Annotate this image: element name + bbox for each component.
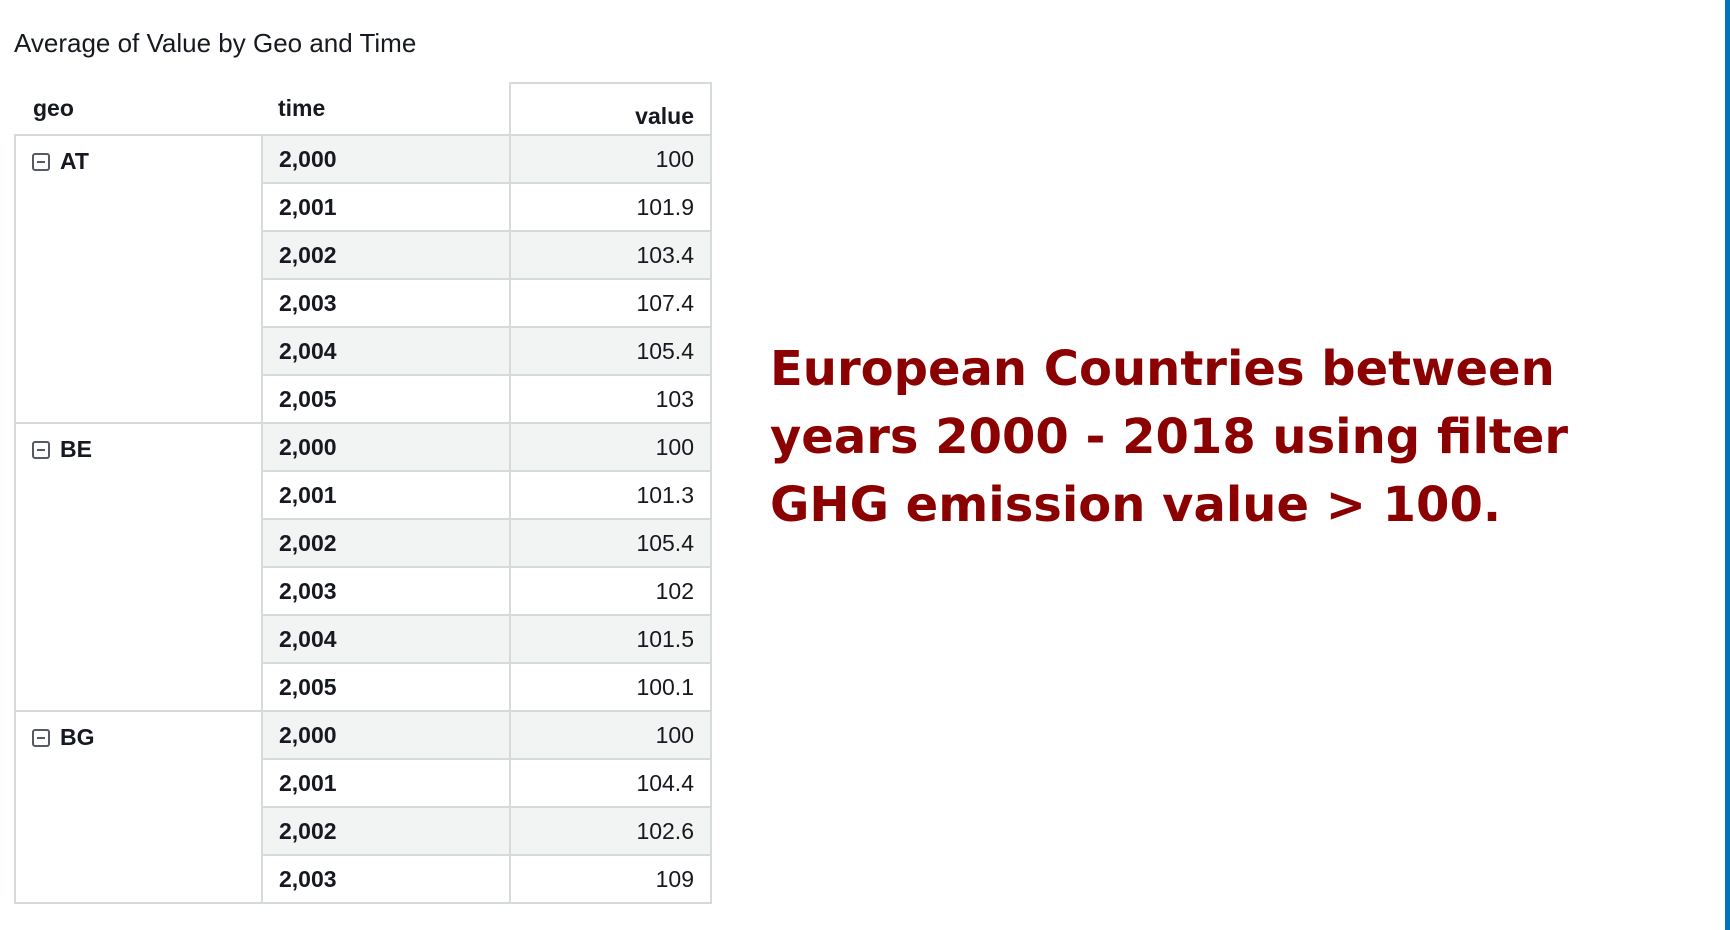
geo-group-cell: AT: [14, 134, 263, 424]
time-cell: 2,002: [261, 806, 511, 856]
table-row: BG 2,000 100: [14, 710, 712, 904]
column-header-geo[interactable]: geo: [15, 83, 262, 136]
time-cell: 2,000: [261, 134, 511, 184]
time-cell: 2,003: [261, 566, 511, 616]
collapse-minus-icon[interactable]: [32, 440, 50, 459]
time-cell: 2,005: [261, 662, 511, 712]
value-cell: 102: [509, 566, 712, 616]
value-cell: 100.1: [509, 662, 712, 712]
table-row: 2,002 105.4: [15, 518, 712, 568]
value-cell: 101.9: [509, 182, 712, 232]
value-cell: 102.6: [509, 806, 712, 856]
annotation-text: European Countries between years 2000 - …: [770, 341, 1569, 533]
value-cell: 100: [509, 134, 712, 184]
time-cell: 2,002: [261, 518, 511, 568]
value-cell: 109: [509, 854, 712, 904]
scrollbar[interactable]: [1725, 0, 1730, 930]
time-cell: 2,004: [261, 326, 511, 376]
column-header-time[interactable]: time: [262, 83, 510, 136]
table-row: 2,003 109: [15, 854, 712, 904]
geo-group-header: BG: [32, 724, 245, 751]
table-row: 2,005 103: [15, 374, 712, 424]
geo-label: BE: [60, 436, 92, 462]
geo-group-header: BE: [32, 436, 245, 463]
pivot-body: AT 2,000 100 2,001 101.9 2,002 103.4 2,003 107.4…: [14, 134, 712, 904]
pivot-table-container[interactable]: geo time value AT 2,000 100 2,001 101.9 2,002…: [14, 82, 712, 915]
time-cell: 2,004: [261, 614, 511, 664]
table-row: 2,003 107.4: [15, 278, 712, 328]
table-row: 2,001 101.9: [15, 182, 712, 232]
geo-group-header: AT: [32, 148, 245, 175]
geo-group-cell: BG: [14, 710, 263, 904]
time-cell: 2,003: [261, 278, 511, 328]
time-cell: 2,000: [261, 422, 511, 472]
geo-label: BG: [60, 724, 95, 750]
value-cell: 101.5: [509, 614, 712, 664]
value-cell: 105.4: [509, 518, 712, 568]
value-cell: 105.4: [509, 326, 712, 376]
time-cell: 2,001: [261, 182, 511, 232]
pivot-table: geo time value AT 2,000 100 2,001 101.9 2,002…: [14, 82, 712, 904]
time-cell: 2,005: [261, 374, 511, 424]
table-row: 2,002 102.6: [15, 806, 712, 856]
table-row: 2,004 101.5: [15, 614, 712, 664]
value-cell: 100: [509, 422, 712, 472]
table-row: 2,005 100.1: [15, 662, 712, 712]
column-header-value[interactable]: value: [509, 82, 712, 136]
collapse-minus-icon[interactable]: [32, 152, 50, 171]
value-cell: 103: [509, 374, 712, 424]
table-row: 2,002 103.4: [15, 230, 712, 280]
collapse-minus-icon[interactable]: [32, 728, 50, 747]
table-row: 2,001 104.4: [15, 758, 712, 808]
value-cell: 107.4: [509, 278, 712, 328]
table-row: AT 2,000 100: [14, 134, 712, 424]
geo-label: AT: [60, 148, 89, 174]
value-cell: 104.4: [509, 758, 712, 808]
geo-group-cell: BE: [14, 422, 263, 712]
value-cell: 101.3: [509, 470, 712, 520]
time-cell: 2,001: [261, 470, 511, 520]
value-cell: 100: [509, 710, 712, 760]
time-cell: 2,002: [261, 230, 511, 280]
time-cell: 2,000: [261, 710, 511, 760]
header-row: geo time value: [15, 82, 712, 136]
value-cell: 103.4: [509, 230, 712, 280]
table-row: 2,003 102: [15, 566, 712, 616]
time-cell: 2,001: [261, 758, 511, 808]
visual-title: Average of Value by Geo and Time: [14, 28, 417, 58]
time-cell: 2,003: [261, 854, 511, 904]
table-row: BE 2,000 100: [14, 422, 712, 712]
table-row: 2,001 101.3: [15, 470, 712, 520]
table-row: 2,004 105.4: [15, 326, 712, 376]
